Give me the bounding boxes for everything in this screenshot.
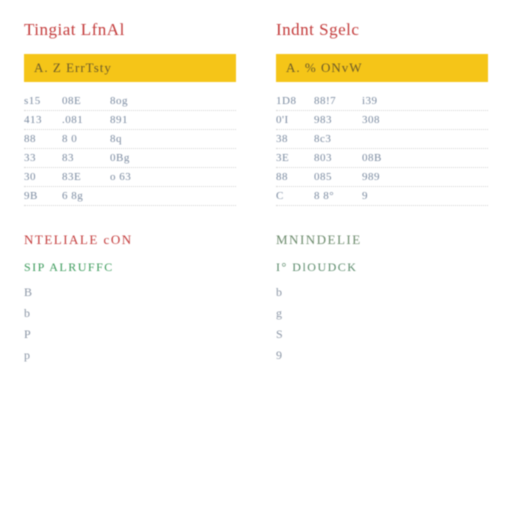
data-row: 3E 803 08B — [276, 149, 488, 168]
letter-item: S — [276, 327, 488, 342]
data-row: s15 08E 8og — [24, 92, 236, 111]
cell: 0'I — [276, 114, 314, 126]
data-row: 0'I 983 308 — [276, 111, 488, 130]
cell: 6 8g — [62, 190, 110, 202]
cell: 1D8 — [276, 95, 314, 107]
right-sub-title: MNINDELIE — [276, 232, 488, 248]
data-row: 1D8 88!7 i39 — [276, 92, 488, 111]
data-row: 33 83 0Bg — [24, 149, 236, 168]
cell: 308 — [362, 114, 488, 126]
left-footer-label: SIP ALRUFFC — [24, 260, 236, 275]
data-row: 88 085 989 — [276, 168, 488, 187]
cell: .081 — [62, 114, 110, 126]
cell: 08E — [62, 95, 110, 107]
cell: 3E — [276, 152, 314, 164]
cell — [362, 133, 488, 145]
cell: 803 — [314, 152, 362, 164]
left-sub-title: NTELIALE cON — [24, 232, 236, 248]
letter-item: B — [24, 285, 236, 300]
left-section-bar: A. Z ErrTsty — [24, 54, 236, 82]
cell: 08B — [362, 152, 488, 164]
letter-item: P — [24, 327, 236, 342]
data-row: C 8 8° 9 — [276, 187, 488, 206]
data-row: 88 8 0 8q — [24, 130, 236, 149]
cell: C — [276, 190, 314, 202]
left-letter-list: B b P p — [24, 285, 236, 363]
data-row: 413 .081 891 — [24, 111, 236, 130]
letter-item: b — [24, 306, 236, 321]
cell: 30 — [24, 171, 62, 183]
right-letter-list: b g S 9 — [276, 285, 488, 363]
right-footer-label: I° DlOUDCK — [276, 260, 488, 275]
cell: 891 — [110, 114, 236, 126]
letter-item: p — [24, 348, 236, 363]
left-column: Tingiat LfnAl A. Z ErrTsty s15 08E 8og 4… — [24, 20, 236, 492]
letter-item: 9 — [276, 348, 488, 363]
cell: 9B — [24, 190, 62, 202]
left-data-block: s15 08E 8og 413 .081 891 88 8 0 8q 33 83… — [24, 92, 236, 206]
cell: 8 0 — [62, 133, 110, 145]
cell: 8 8° — [314, 190, 362, 202]
cell: 83 — [62, 152, 110, 164]
letter-item: g — [276, 306, 488, 321]
data-row: 30 83E o 63 — [24, 168, 236, 187]
cell: 989 — [362, 171, 488, 183]
cell: i39 — [362, 95, 488, 107]
letter-item: b — [276, 285, 488, 300]
cell — [110, 190, 236, 202]
cell: 88!7 — [314, 95, 362, 107]
cell: 0Bg — [110, 152, 236, 164]
cell: 38 — [276, 133, 314, 145]
cell: 085 — [314, 171, 362, 183]
cell: 9 — [362, 190, 488, 202]
left-title: Tingiat LfnAl — [24, 20, 236, 40]
cell: 983 — [314, 114, 362, 126]
cell: s15 — [24, 95, 62, 107]
right-data-block: 1D8 88!7 i39 0'I 983 308 38 8c3 3E 803 0… — [276, 92, 488, 206]
cell: 33 — [24, 152, 62, 164]
right-title: Indnt Sgelc — [276, 20, 488, 40]
data-row: 9B 6 8g — [24, 187, 236, 206]
cell: 413 — [24, 114, 62, 126]
cell: 88 — [276, 171, 314, 183]
right-section-bar: A. % ONvW — [276, 54, 488, 82]
cell: 83E — [62, 171, 110, 183]
right-column: Indnt Sgelc A. % ONvW 1D8 88!7 i39 0'I 9… — [276, 20, 488, 492]
cell: 8og — [110, 95, 236, 107]
cell: 8q — [110, 133, 236, 145]
data-row: 38 8c3 — [276, 130, 488, 149]
cell: 8c3 — [314, 133, 362, 145]
cell: 88 — [24, 133, 62, 145]
cell: o 63 — [110, 171, 236, 183]
